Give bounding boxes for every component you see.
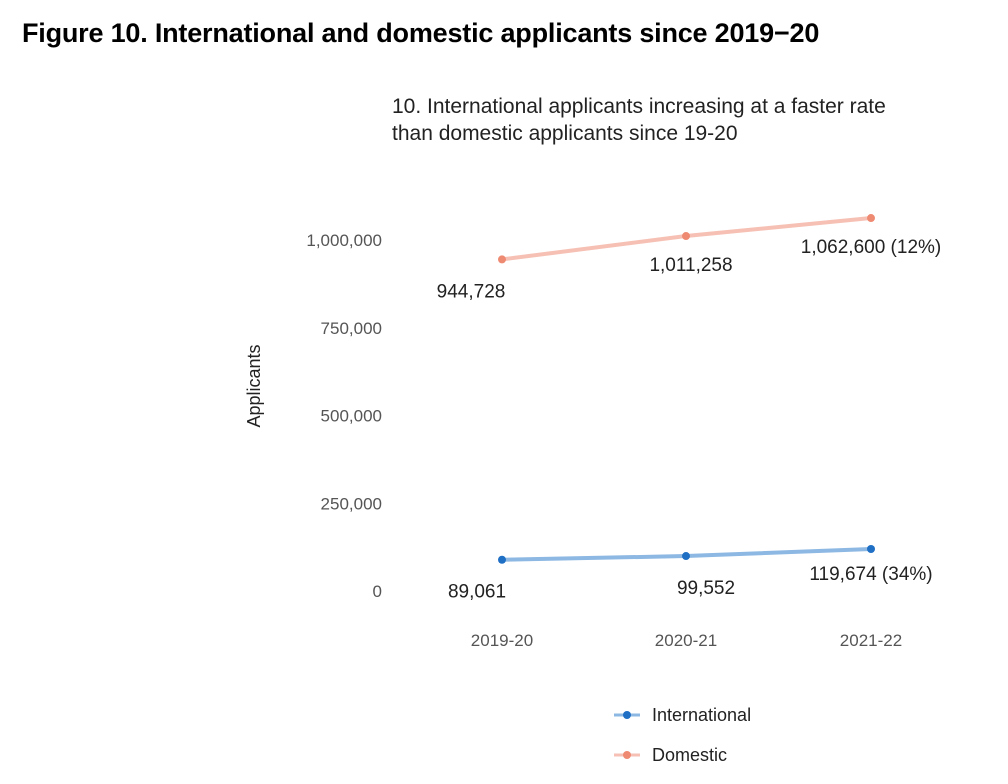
data-point [498,255,506,264]
data-point [682,232,690,241]
y-tick-label: 0 [373,582,382,601]
data-point [682,552,690,561]
data-point [498,555,506,564]
data-label: 99,552 [677,578,735,599]
chart-title: 10. International applicants increasing … [392,95,886,145]
data-label: 1,011,258 [649,255,732,276]
legend-swatch-dot [623,711,631,719]
y-axis-label: Applicants [244,344,264,427]
y-tick-label: 1,000,000 [306,231,382,250]
x-tick-label: 2019-20 [471,631,533,650]
legend-label: International [652,705,751,725]
figure-heading: Figure 10. International and domestic ap… [22,18,820,48]
y-tick-label: 500,000 [321,407,382,426]
legend-label: Domestic [652,745,727,765]
data-label: 1,062,600 (12%) [801,237,942,258]
data-point [867,214,875,223]
y-tick-label: 250,000 [321,494,382,513]
x-tick-label: 2020-21 [655,631,717,650]
legend-swatch-dot [623,751,631,759]
y-tick-label: 750,000 [321,319,382,338]
data-point [867,544,875,553]
data-label: 119,674 (34%) [809,564,932,585]
x-tick-label: 2021-22 [840,631,902,650]
data-label: 89,061 [448,582,506,603]
data-label: 944,728 [437,281,506,302]
